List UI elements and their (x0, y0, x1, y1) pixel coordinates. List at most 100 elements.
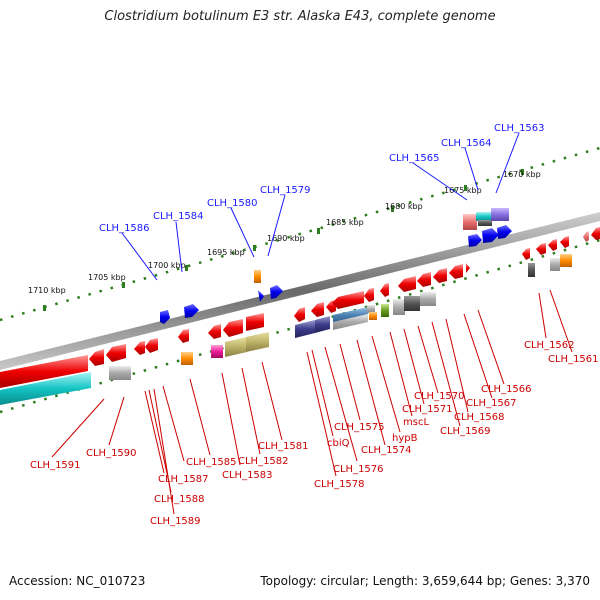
scale-major-ticks (43, 169, 524, 311)
upper-strand-genes (160, 208, 512, 324)
gene-CLH-1561 (560, 254, 572, 267)
gene-red-b (106, 344, 126, 362)
gene-blue-upper-3 (497, 225, 512, 239)
gene-hypB (369, 312, 377, 320)
scale-label-0: 1670 kbp (503, 170, 541, 179)
gene-red-j (311, 302, 324, 317)
gene-CLH-1564 (482, 228, 499, 243)
lower-label-22: CLH_1562 (524, 340, 575, 351)
lower-label-18: CLH_1569 (440, 426, 491, 437)
gene-CLH-1590-cyan (0, 372, 91, 405)
upper-label-3: CLH_1579 (260, 185, 311, 196)
gene-salmon-upper (463, 214, 477, 230)
accession-text: Accession: NC_010723 (9, 574, 146, 588)
gene-red-x (591, 227, 600, 240)
lower-label-9: CLH_1578 (314, 479, 365, 490)
upper-scale-line (0, 146, 600, 322)
gene-red-f (208, 324, 221, 339)
gene-CLH-1580 (258, 290, 264, 302)
gene-red-g (223, 319, 243, 337)
gene-orange-upper (254, 270, 261, 283)
gene-CLH-1562 (528, 263, 535, 277)
gene-red-e (178, 329, 189, 343)
gene-red-p (417, 272, 431, 287)
map-title: Clostridium botulinum E3 str. Alaska E43… (104, 9, 496, 24)
gene-red-i (294, 307, 305, 322)
upper-label-1: CLH_1564 (441, 138, 492, 149)
lower-callouts (51, 289, 573, 515)
gene-red-l (332, 291, 364, 309)
gene-red-h (246, 313, 264, 331)
gene-red-w (560, 236, 569, 248)
lower-label-2: CLH_1587 (158, 474, 209, 485)
gene-dark-upper (478, 220, 492, 226)
gene-CLH-1578 (295, 320, 315, 338)
summary-text: Topology: circular; Length: 3,659,644 bp… (260, 574, 590, 588)
upper-label-4: CLH_1580 (207, 198, 258, 209)
lower-label-8: CLH_1581 (258, 441, 309, 452)
lower-label-7: CLH_1582 (238, 456, 289, 467)
gene-red-n (380, 283, 389, 297)
gene-red-q (433, 268, 447, 283)
gene-gray-lower-b (550, 258, 560, 271)
lower-label-12: CLH_1575 (334, 422, 385, 433)
gene-CLH-1563 (491, 208, 509, 221)
scale-label-6: 1700 kbp (148, 261, 186, 270)
gene-red-d (145, 338, 158, 353)
gene-red-r (449, 264, 463, 279)
gene-red-t (522, 248, 530, 260)
scale-labels: 1670 kbp 1675 kbp 1680 kbp 1685 kbp 1690 kbp… (28, 170, 541, 295)
lower-label-16: CLH_1571 (402, 404, 453, 415)
scale-label-3: 1685 kbp (326, 218, 364, 227)
gene-CLH-1569 (420, 292, 436, 306)
lower-label-14: hypB (392, 433, 418, 444)
gene-CLH-1574 (367, 305, 375, 313)
gene-red-a (89, 349, 104, 366)
gene-CLH-1584 (184, 304, 199, 318)
upper-label-2: CLH_1565 (389, 153, 440, 164)
gene-salmon-lower (583, 231, 589, 242)
lower-label-6: CLH_1583 (222, 470, 273, 481)
lower-label-10: cbiQ (327, 438, 350, 449)
gene-CLH-1579 (270, 285, 283, 299)
lower-label-5: CLH_1585 (186, 457, 237, 468)
gene-CLH-1585 (181, 352, 193, 365)
gene-CLH-1576 (333, 307, 368, 324)
lower-label-15: mscL (403, 417, 429, 428)
gene-red-m (364, 288, 374, 302)
genome-backbone (0, 212, 600, 370)
gene-red-c (134, 341, 145, 355)
lower-label-21: CLH_1566 (481, 384, 532, 395)
gene-red-s (466, 263, 470, 273)
scale-label-5: 1695 kbp (207, 248, 245, 257)
lower-label-23: CLH_1561 (548, 354, 599, 365)
gene-gray-lower-a (109, 366, 131, 380)
lower-label-17: CLH_1570 (414, 391, 465, 402)
gene-CLH-1575 (333, 314, 368, 330)
gene-CLH-1586 (160, 310, 170, 324)
lower-strand-genes (0, 227, 600, 405)
upper-label-5: CLH_1584 (153, 211, 204, 222)
gene-red-u (536, 243, 546, 255)
gene-red-v (548, 239, 557, 251)
gene-CLH-1571 (393, 299, 405, 315)
gene-CLH-1591 (0, 355, 88, 388)
gene-CLH-1570 (404, 296, 420, 311)
scale-label-7: 1705 kbp (88, 273, 126, 282)
upper-callouts (121, 132, 520, 281)
gene-cyan-upper (476, 212, 492, 221)
lower-label-3: CLH_1588 (154, 494, 205, 505)
lower-labels: CLH_1591 CLH_1590 CLH_1587 CLH_1588 CLH_1589… (30, 340, 599, 527)
scale-label-1: 1675 kbp (444, 186, 482, 195)
gene-CLH-1582 (225, 337, 247, 357)
scale-label-4: 1690 kbp (267, 234, 305, 243)
gene-CLH-1565 (468, 234, 482, 247)
upper-label-6: CLH_1586 (99, 223, 150, 234)
lower-label-0: CLH_1591 (30, 460, 81, 471)
gene-mscL (381, 304, 389, 317)
gene-cbiQ (315, 316, 330, 333)
lower-label-11: CLH_1576 (333, 464, 384, 475)
